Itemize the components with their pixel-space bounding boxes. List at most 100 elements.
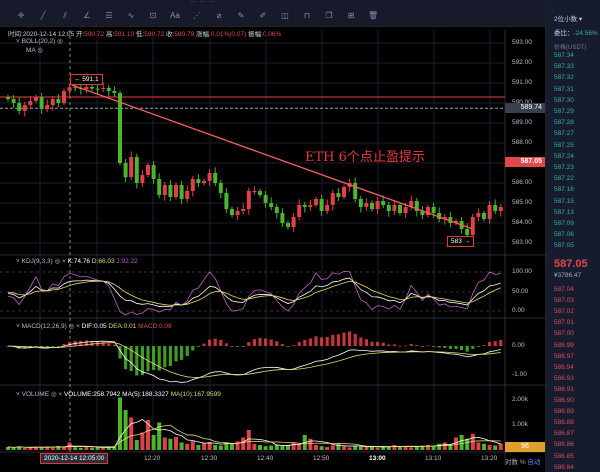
candle [84,87,89,89]
bid-price-row[interactable]: 587.02 [554,308,574,316]
line-icon[interactable]: ╱ [40,11,46,20]
ask-price-row[interactable]: 587.24 [554,152,574,160]
ask-price-row[interactable]: 587.25 [554,141,574,149]
candle [218,183,223,193]
bid-price-row[interactable]: 587.00 [554,330,574,338]
lock-icon[interactable]: ⊓ [303,11,311,20]
time-axis-label: 13:20 [481,455,498,462]
ask-price-row[interactable]: 587.05 [554,242,574,250]
macd-dif-line [7,340,501,383]
angle-icon[interactable]: ∠ [83,11,91,20]
bid-price-row[interactable]: 586.93 [554,374,574,382]
dif-value: DIF:0.05 [81,323,107,330]
ask-price-row[interactable]: 587.27 [554,130,574,138]
ask-price-row[interactable]: 587.32 [554,74,574,82]
boll-indicator[interactable]: ˅ BOLL(20,2) ◎ [16,38,63,45]
drawing-toolbar: … … … ✛ ╱ ⫽ ∠ ☰ ∿ ⊡ Aa ⋰ ⌀ ✎ ✐ ◫ ⊓ ❐ ⊞ 🗑 [0,0,545,27]
ask-price-row[interactable]: 587.15 [554,197,574,205]
macd-histogram-bar [168,346,172,366]
parallel-lines-icon[interactable]: ⫽ [63,11,67,20]
bid-price-row[interactable]: 586.94 [554,363,574,371]
candle [213,173,218,183]
trash-icon[interactable]: 🗑 [368,11,379,20]
macd-histogram-bar [252,339,256,346]
pen-icon[interactable]: ✎ [237,11,245,20]
bid-price-row[interactable]: 586.85 [554,452,574,460]
ask-price-row[interactable]: 587.06 [554,231,574,239]
candle [342,187,346,197]
bid-price-row[interactable]: 587.03 [554,297,574,305]
ask-price-row[interactable]: 587.34 [554,52,574,59]
volume-bar [370,446,374,450]
candle [297,205,302,217]
pattern-icon[interactable]: ⋰ [193,11,201,20]
log-scale-button[interactable]: 对数 [505,459,518,466]
close-icon[interactable]: × [76,323,80,330]
settings-icon[interactable]: ◎ [54,258,61,265]
eraser-icon[interactable]: ⌀ [216,11,222,20]
magnet-icon[interactable]: ◫ [281,11,289,20]
percent-scale-button[interactable]: % [519,459,526,466]
bid-price-row[interactable]: 586.88 [554,419,574,427]
candle [50,99,55,105]
kline-chart[interactable] [0,0,545,472]
bid-price-row[interactable]: 586.89 [554,408,574,416]
wave-icon[interactable]: ∿ [127,11,135,20]
bid-price-row[interactable]: 586.87 [554,430,574,438]
volume-bar [454,437,458,450]
ask-price-row[interactable]: 587.30 [554,96,574,104]
candle [286,223,290,227]
candle [90,87,94,89]
bid-price-row[interactable]: 586.91 [554,385,574,393]
close-icon[interactable]: × [58,391,63,398]
price-axis-label: 591.00 [512,79,532,86]
measure-icon[interactable]: ⊡ [149,11,157,20]
volume-bar [398,446,402,450]
brush-icon[interactable]: ✐ [259,11,267,20]
volume-indicator[interactable]: ˅ VOLUME ◎ × VOLUME:258.7942 MA(5):188.3… [16,391,221,398]
ma-indicator[interactable]: MA ◎ [26,47,43,54]
ask-price-row[interactable]: 587.16 [554,186,574,194]
bid-price-row[interactable]: 586.90 [554,397,574,404]
candle [258,191,262,195]
bid-price-row[interactable]: 586.99 [554,341,574,349]
macd-histogram-bar [482,345,486,347]
decimals-dropdown[interactable]: 2位小数 ▾ [554,16,583,23]
ask-price-row[interactable]: 587.28 [554,119,574,127]
close-icon[interactable]: × [61,258,66,265]
ask-price-row[interactable]: 587.22 [554,175,574,183]
volume-bar [106,447,111,450]
macd-histogram-bar [191,346,195,351]
text-icon[interactable]: Aa [170,11,180,20]
auto-scale-button[interactable]: 自动 [527,459,541,466]
price-axis-label: 590.00 [512,99,532,106]
macd-histogram-bar [118,346,122,359]
bid-price-row[interactable]: 586.97 [554,352,574,360]
candle [235,211,240,215]
ask-price-row[interactable]: 587.13 [554,208,574,216]
ask-price-row[interactable]: 587.31 [554,85,574,93]
candle [34,97,38,101]
bid-price-row[interactable]: 586.84 [554,463,574,471]
ask-price-row[interactable]: 587.33 [554,63,574,71]
volume-bar [84,447,89,450]
volume-bar [168,438,173,450]
ask-price-row[interactable]: 587.09 [554,220,574,227]
screenshot-icon[interactable]: ⊞ [347,11,355,20]
volume-bar [269,445,274,450]
kdj-indicator[interactable]: ˅ KDJ(9,3,3) ◎ × K:74.76 D:66.03 J:92.22 [16,258,138,265]
macd-indicator[interactable]: ˅ MACD(12,26,9) ◎ × DIF:0.05 DEA:0.01 MA… [16,323,172,330]
macd-histogram-bar [90,341,94,346]
bid-price-row[interactable]: 587.04 [554,286,574,293]
bid-price-row[interactable]: 586.86 [554,441,574,449]
volume-bar [28,447,33,450]
settings-icon[interactable]: ◎ [68,323,75,330]
ask-price-row[interactable]: 587.29 [554,108,574,115]
horizontal-lines-icon[interactable]: ☰ [105,11,113,20]
crosshair-icon[interactable]: ✛ [17,11,25,20]
ask-price-row[interactable]: 587.23 [554,164,574,171]
time-axis-label: 12:40 [257,455,274,462]
bid-price-row[interactable]: 587.01 [554,319,574,327]
layers-icon[interactable]: ❐ [325,11,333,20]
settings-icon[interactable]: ◎ [50,391,57,398]
